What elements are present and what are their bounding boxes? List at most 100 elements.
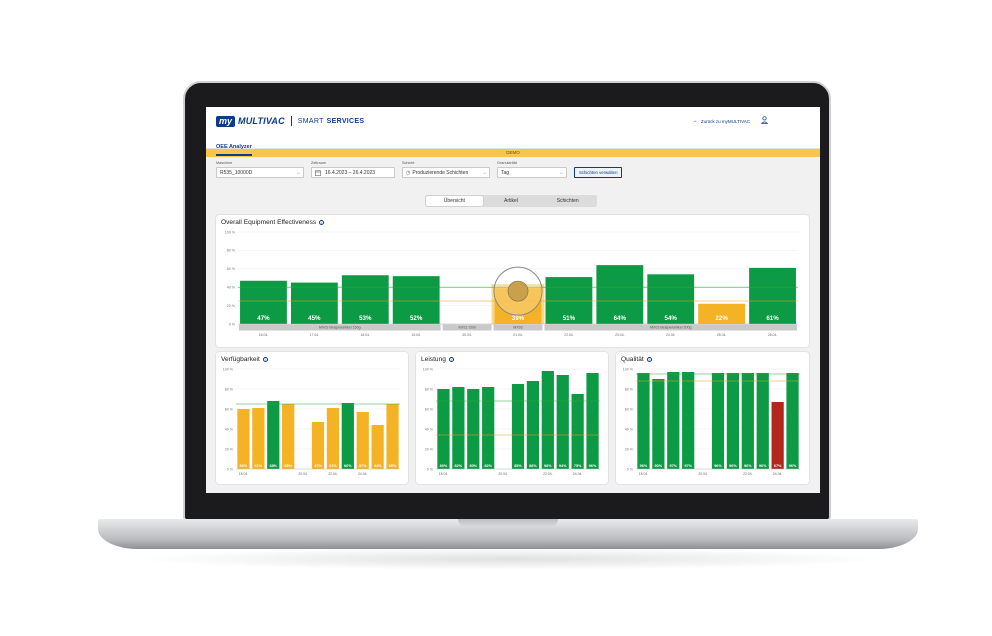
performance-card: Leistung i 100 % 80 % 60 % 40 % 20 % 0 % 80% 18… xyxy=(416,352,608,484)
y-tick-label: 80 % xyxy=(227,249,236,253)
info-icon[interactable]: i xyxy=(262,357,268,362)
bar xyxy=(237,409,250,469)
granularity-select[interactable]: Tag ⌵ xyxy=(497,167,567,178)
data-label: 96% xyxy=(789,464,797,468)
oee-card: Overall Equipment Effectiveness i 100 % 8… xyxy=(216,215,809,347)
availability-title-text: Verfügbarkeit xyxy=(221,356,260,363)
machine-value: R535_10000D xyxy=(220,169,253,176)
bar xyxy=(771,402,784,469)
bar xyxy=(356,412,369,469)
view-tabs: Übersicht Artikel Schichten xyxy=(425,195,597,207)
info-icon[interactable]: i xyxy=(646,357,652,362)
y-tick-label: 0 % xyxy=(229,322,236,326)
bar xyxy=(647,274,695,324)
y-tick-label: 60 % xyxy=(625,407,634,411)
data-label: 96% xyxy=(729,464,737,468)
machine-filter: Maschine R535_10000D ⌵ xyxy=(216,161,304,187)
main-content: Übersicht Artikel Schichten Overall Equi… xyxy=(206,187,820,493)
app-tabbar: OEE Analyzer xyxy=(206,135,820,156)
tab-overview[interactable]: Übersicht xyxy=(426,196,483,206)
bar xyxy=(267,401,280,469)
quality-chart: 100 % 80 % 60 % 40 % 20 % 0 % 96% 18.04. 90% 97% 9… xyxy=(623,367,800,476)
data-label: 60% xyxy=(240,464,248,468)
chevron-down-icon: ⌵ xyxy=(482,170,486,175)
data-label: 65% xyxy=(389,464,397,468)
data-label: 97% xyxy=(684,464,692,468)
bar xyxy=(786,373,799,469)
tab-shifts[interactable]: Schichten xyxy=(556,198,579,204)
tab-oee-analyzer[interactable]: OEE Analyzer xyxy=(216,143,252,156)
data-label: 67% xyxy=(774,464,782,468)
info-icon[interactable]: i xyxy=(319,220,325,225)
bar xyxy=(452,387,465,469)
bar xyxy=(756,373,769,469)
bar xyxy=(545,277,593,324)
bar xyxy=(437,389,450,469)
bar xyxy=(637,373,650,469)
data-label: 39% xyxy=(512,315,525,322)
data-label: 96% xyxy=(759,464,767,468)
data-label: 94% xyxy=(559,464,567,468)
shift-select[interactable]: ◷ Produzierende Schichten ⌵ xyxy=(402,167,490,178)
x-tick-label: 24.04. xyxy=(773,472,782,476)
bar xyxy=(667,372,680,469)
data-label: 80% xyxy=(469,464,477,468)
bar xyxy=(467,389,480,469)
logo-divider xyxy=(290,116,292,126)
data-label: 54% xyxy=(665,315,678,322)
x-tick-label: 20.04. xyxy=(462,333,471,337)
data-label: 47% xyxy=(257,315,270,322)
data-label: 96% xyxy=(640,464,648,468)
availability-title: Verfügbarkeit i xyxy=(221,356,268,363)
tab-articles[interactable]: Artikel xyxy=(504,198,518,204)
period-input[interactable]: 16.4.2023 – 26.4.2023 xyxy=(311,167,395,178)
data-label: 90% xyxy=(655,464,663,468)
y-tick-label: 40 % xyxy=(425,427,434,431)
bar xyxy=(749,267,796,324)
brand-logo[interactable]: my MULTIVAC SMART SERVICES xyxy=(216,115,364,127)
x-tick-label: 20.04. xyxy=(498,472,507,476)
manage-shifts-button[interactable]: Schichten verwalten xyxy=(574,167,623,178)
y-tick-label: 40 % xyxy=(225,427,234,431)
bar xyxy=(341,275,389,324)
bar xyxy=(311,422,325,469)
y-tick-label: 80 % xyxy=(425,387,434,391)
y-tick-label: 60 % xyxy=(227,267,236,271)
data-label: 96% xyxy=(714,464,722,468)
data-label: 61% xyxy=(255,464,263,468)
bar xyxy=(371,425,384,469)
shift-value: Produzierende Schichten xyxy=(412,169,469,176)
data-label: 65% xyxy=(284,464,292,468)
x-tick-label: 22.04. xyxy=(328,472,337,476)
x-tick-label: 24.04. xyxy=(666,333,675,337)
y-tick-label: 20 % xyxy=(425,447,434,451)
back-link[interactable]: → Zurück zu myMULTIVAC xyxy=(692,118,750,124)
availability-card: Verfügbarkeit i 100 % 80 % 60 % 40 % 20 % 0 %… xyxy=(216,352,408,484)
x-tick-label: 22.04. xyxy=(564,333,573,337)
user-icon[interactable] xyxy=(761,116,768,124)
info-icon[interactable]: i xyxy=(448,357,454,362)
x-tick-label: 23.04. xyxy=(615,333,624,337)
bar xyxy=(682,372,695,469)
data-label: 47% xyxy=(314,464,322,468)
machine-select[interactable]: R535_10000D ⌵ xyxy=(216,167,304,178)
bar xyxy=(282,404,295,469)
y-tick-label: 80 % xyxy=(625,387,634,391)
bar xyxy=(741,373,754,469)
data-label: 22% xyxy=(715,315,728,322)
shift-value-wrap: ◷ Produzierende Schichten xyxy=(406,170,468,176)
article-band xyxy=(239,324,441,331)
data-label: 75% xyxy=(574,464,582,468)
performance-chart: 100 % 80 % 60 % 40 % 20 % 0 % 80% 18.04. 82% 80% 8… xyxy=(423,367,600,476)
data-label: 96% xyxy=(744,464,752,468)
bar xyxy=(392,276,440,324)
data-label: 96% xyxy=(589,464,597,468)
bar xyxy=(386,404,399,469)
x-tick-label: 18.04. xyxy=(239,472,248,476)
quality-card: Qualität i 100 % 80 % 60 % 40 % 20 % 0 % 96% 18… xyxy=(616,352,809,484)
article-band-label: MX02 Beispielartikel 150g xyxy=(319,326,361,330)
data-label: 68% xyxy=(269,464,277,468)
y-tick-label: 100 % xyxy=(225,230,236,234)
chevron-down-icon: ⌵ xyxy=(559,170,563,175)
laptop-notch xyxy=(458,519,558,527)
